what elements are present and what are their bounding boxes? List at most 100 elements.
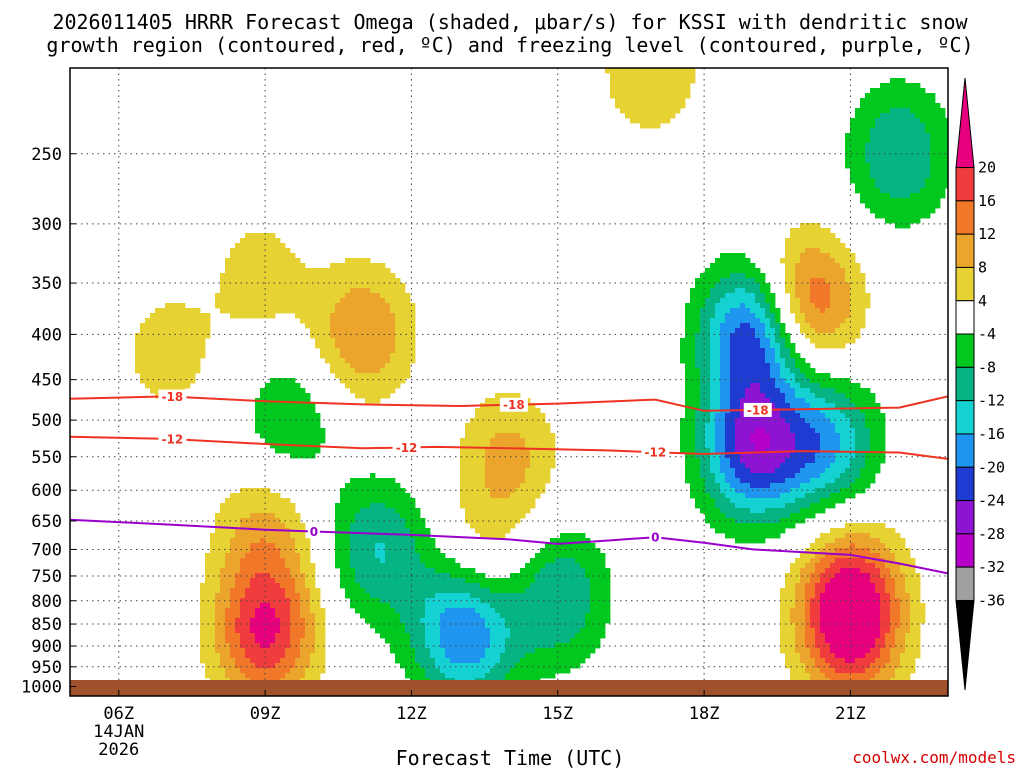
omega-cell (265, 248, 271, 254)
omega-cell (275, 308, 281, 314)
omega-cell (335, 508, 341, 514)
omega-cell (400, 333, 406, 339)
omega-cell (205, 628, 211, 634)
omega-cell (375, 563, 381, 569)
omega-cell (260, 503, 266, 509)
omega-cell (735, 438, 741, 444)
omega-cell (725, 348, 731, 354)
omega-cell (760, 488, 766, 494)
omega-cell (585, 603, 591, 609)
omega-cell (455, 613, 461, 619)
omega-cell (395, 538, 401, 544)
omega-cell (460, 488, 466, 494)
omega-cell (735, 353, 741, 359)
omega-cell (550, 443, 556, 449)
omega-cell (415, 603, 421, 609)
omega-cell (560, 583, 566, 589)
omega-cell (370, 288, 376, 294)
omega-cell (290, 388, 296, 394)
omega-cell (395, 358, 401, 364)
omega-cell (465, 518, 471, 524)
omega-cell (380, 598, 386, 604)
omega-cell (590, 628, 596, 634)
omega-cell (500, 673, 506, 679)
omega-cell (730, 463, 736, 469)
omega-cell (760, 278, 766, 284)
omega-cell (250, 273, 256, 279)
omega-cell (520, 498, 526, 504)
omega-cell (445, 593, 451, 599)
omega-cell (270, 613, 276, 619)
omega-cell (570, 543, 576, 549)
omega-cell (235, 603, 241, 609)
omega-cell (320, 278, 326, 284)
omega-cell (685, 313, 691, 319)
omega-cell (390, 553, 396, 559)
omega-cell (350, 513, 356, 519)
omega-cell (280, 513, 286, 519)
omega-cell (290, 608, 296, 614)
omega-cell (245, 493, 251, 499)
omega-cell (425, 583, 431, 589)
omega-cell (260, 523, 266, 529)
omega-cell (430, 543, 436, 549)
omega-cell (550, 583, 556, 589)
omega-cell (680, 448, 686, 454)
omega-cell (370, 583, 376, 589)
omega-cell (495, 493, 501, 499)
omega-cell (210, 623, 216, 629)
omega-cell (555, 668, 561, 674)
omega-cell (420, 578, 426, 584)
omega-cell (195, 323, 201, 329)
omega-cell (265, 568, 271, 574)
omega-cell (745, 453, 751, 459)
omega-cell (320, 428, 326, 434)
omega-cell (230, 288, 236, 294)
omega-cell (530, 613, 536, 619)
omega-cell (470, 603, 476, 609)
omega-cell (395, 318, 401, 324)
omega-cell (215, 548, 221, 554)
omega-cell (325, 278, 331, 284)
omega-cell (605, 568, 611, 574)
omega-cell (635, 78, 641, 84)
omega-cell (695, 303, 701, 309)
omega-cell (140, 373, 146, 379)
omega-cell (190, 358, 196, 364)
omega-cell (205, 578, 211, 584)
omega-cell (365, 298, 371, 304)
omega-cell (425, 603, 431, 609)
omega-cell (355, 358, 361, 364)
omega-cell (220, 608, 226, 614)
omega-cell (760, 328, 766, 334)
omega-cell (490, 623, 496, 629)
omega-cell (735, 253, 741, 259)
omega-cell (390, 583, 396, 589)
omega-cell (170, 383, 176, 389)
omega-cell (500, 648, 506, 654)
omega-cell (280, 598, 286, 604)
omega-cell (505, 653, 511, 659)
omega-cell (750, 523, 756, 529)
omega-cell (720, 338, 726, 344)
omega-cell (200, 588, 206, 594)
omega-cell (460, 603, 466, 609)
omega-cell (365, 528, 371, 534)
omega-cell (225, 498, 231, 504)
omega-cell (240, 283, 246, 289)
omega-cell (150, 358, 156, 364)
omega-cell (230, 498, 236, 504)
omega-cell (345, 358, 351, 364)
omega-cell (520, 608, 526, 614)
omega-cell (735, 358, 741, 364)
omega-cell (645, 88, 651, 94)
omega-cell (690, 433, 696, 439)
omega-cell (765, 363, 771, 369)
omega-cell (730, 378, 736, 384)
omega-cell (295, 278, 301, 284)
omega-cell (235, 498, 241, 504)
omega-cell (750, 418, 756, 424)
omega-cell (175, 383, 181, 389)
omega-cell (350, 598, 356, 604)
omega-cell (345, 593, 351, 599)
